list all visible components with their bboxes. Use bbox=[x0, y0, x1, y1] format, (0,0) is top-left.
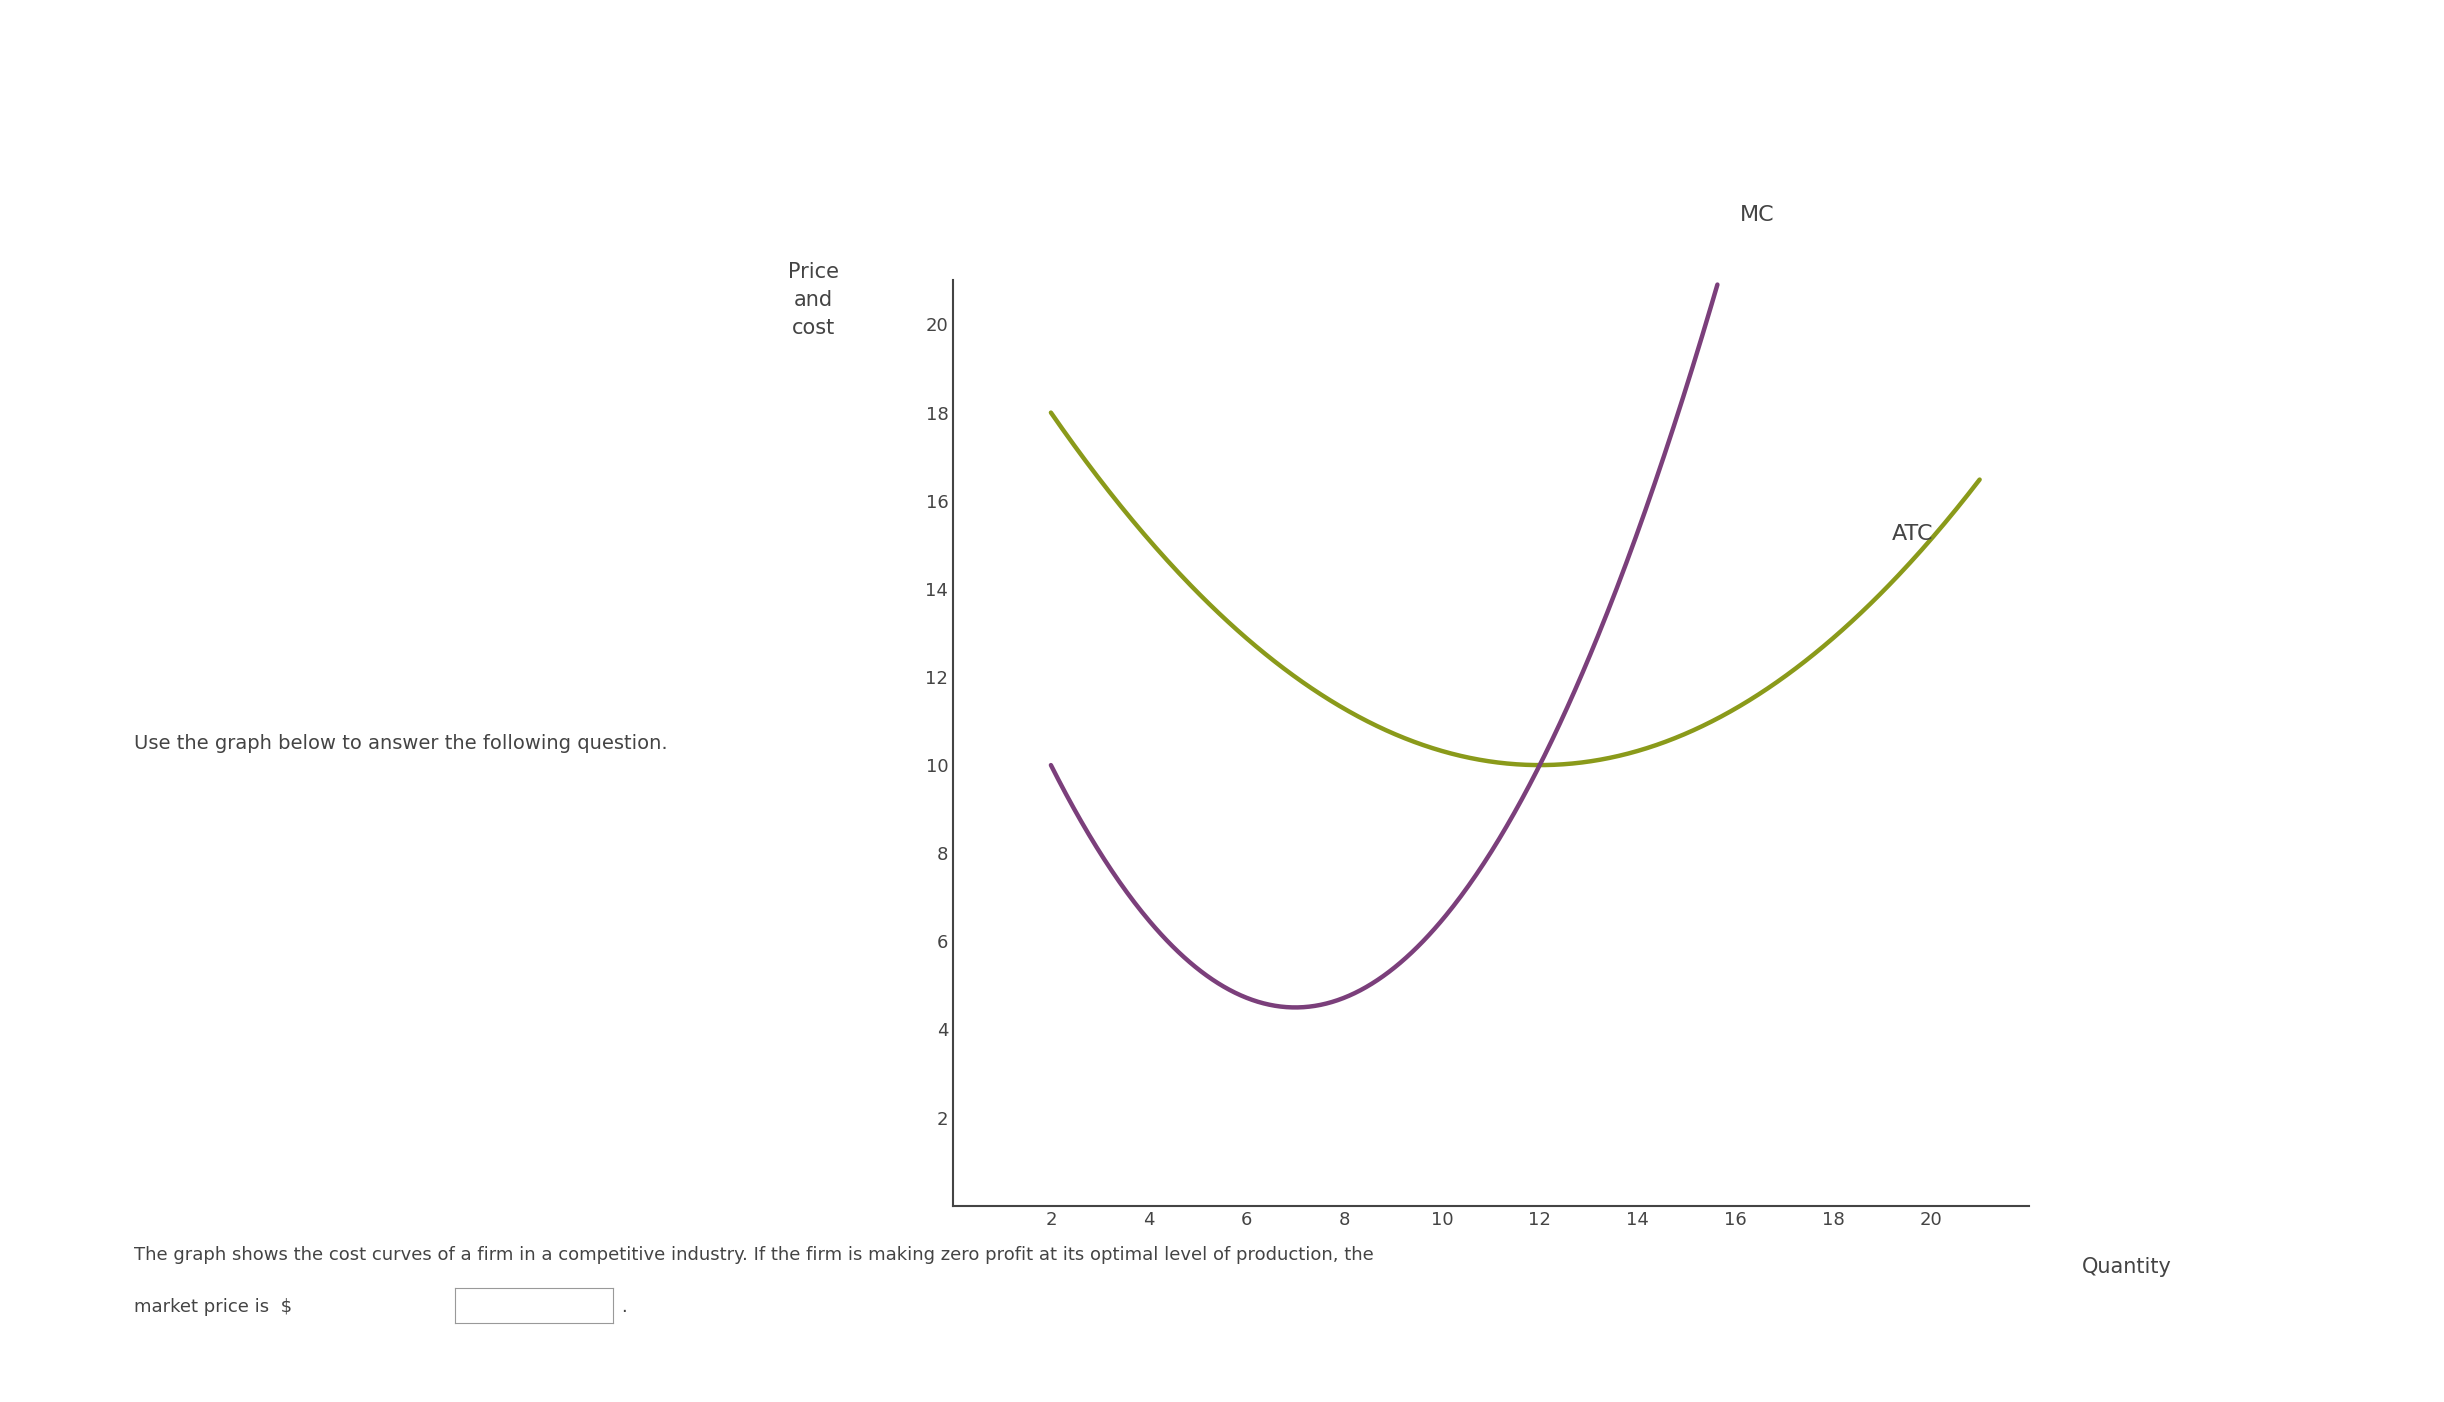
Text: MC: MC bbox=[1740, 206, 1774, 226]
Text: market price is  $: market price is $ bbox=[134, 1298, 293, 1315]
Text: The graph shows the cost curves of a firm in a competitive industry. If the firm: The graph shows the cost curves of a fir… bbox=[134, 1246, 1374, 1263]
Text: .: . bbox=[621, 1298, 626, 1315]
Text: ATC: ATC bbox=[1892, 524, 1933, 544]
Text: Use the graph below to answer the following question.: Use the graph below to answer the follow… bbox=[134, 733, 667, 753]
Text: Quantity: Quantity bbox=[2082, 1256, 2173, 1277]
Text: Price
and
cost: Price and cost bbox=[787, 262, 838, 338]
